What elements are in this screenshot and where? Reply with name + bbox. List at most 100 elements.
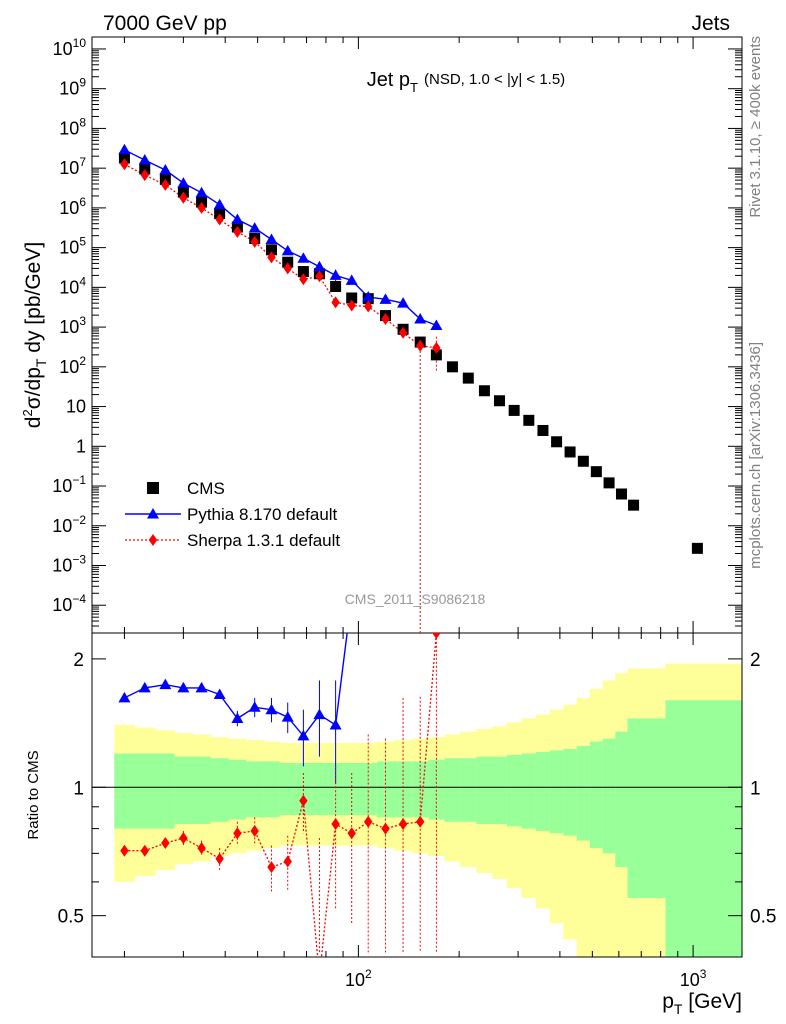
sherpa-point (250, 235, 259, 248)
band-1sigma-bin (174, 756, 194, 825)
pythia-ratio-point (177, 681, 190, 693)
y-tick-label: 1 (76, 436, 86, 456)
sherpa-ratio-point (161, 837, 170, 850)
header-energy-label: 7000 GeV pp (103, 12, 227, 35)
ratio-panel-series (118, 633, 441, 957)
sherpa-point (364, 300, 373, 313)
legend-entry-label: Sherpa 1.3.1 default (187, 531, 340, 550)
band-1sigma-bin (665, 700, 742, 957)
ratio-tick-label-right: 1 (750, 778, 761, 799)
legend-sherpa-marker (148, 534, 158, 546)
sherpa-point (179, 191, 188, 204)
sherpa-point (140, 169, 149, 182)
sherpa-point (299, 273, 308, 286)
sherpa-point (416, 339, 425, 352)
mcplots-label: mcplots.cern.ch [arXiv:1306.3436] (747, 342, 764, 569)
sherpa-ratio-point (215, 852, 224, 865)
sherpa-ratio-point (381, 822, 390, 835)
pythia-point (265, 233, 278, 245)
ratio-tick-label-right: 2 (750, 650, 761, 671)
band-1sigma-bin (549, 750, 564, 834)
cms-point (628, 499, 640, 511)
band-1sigma-bin (192, 756, 212, 825)
cms-point (430, 349, 442, 361)
cms-point (551, 436, 563, 448)
x-axis-ticks (123, 37, 694, 957)
cms-point (493, 395, 505, 407)
pythia-point (414, 312, 427, 324)
pythia-point (329, 269, 342, 280)
cms-point (590, 466, 602, 478)
band-1sigma-bin (563, 748, 578, 836)
x-axis-label: pT [GeV] (662, 990, 742, 1017)
sherpa-ratio-point (432, 633, 441, 639)
cms-point (330, 281, 342, 293)
sherpa-point (432, 341, 441, 354)
pythia-ratio-point (159, 678, 172, 690)
cms-point (603, 477, 615, 489)
ratio-tick-label-left: 2 (73, 650, 84, 671)
y-axis-ticks (92, 36, 742, 634)
band-1sigma-bin (576, 745, 591, 841)
band-1sigma-bin (460, 758, 477, 822)
pythia-point (362, 291, 375, 302)
sherpa-ratio-point (347, 827, 356, 840)
sherpa-ratio-point (283, 855, 292, 868)
band-1sigma-bin (394, 761, 413, 818)
y-tick-label: 10 (66, 397, 86, 417)
header-process-label: Jets (691, 12, 730, 35)
sherpa-ratio-point (140, 844, 149, 857)
cms-point (282, 256, 294, 268)
y-tick-label: 103 (59, 314, 86, 337)
pythia-ratio-point (248, 701, 261, 712)
band-1sigma-bin (359, 763, 378, 816)
pythia-ratio-point (195, 681, 208, 693)
band-1sigma-bin (491, 756, 508, 825)
band-1sigma-bin (210, 758, 230, 822)
band-1sigma-bin (114, 753, 136, 829)
cms-point (462, 372, 474, 384)
sherpa-point (120, 158, 129, 171)
band-1sigma-bin (476, 756, 493, 825)
legend: CMS Pythia 8.170 default Sherpa 1.3.1 defa… (125, 479, 340, 550)
pythia-point (138, 154, 151, 165)
legend-pythia-marker (147, 508, 159, 519)
band-1sigma-bin (327, 763, 345, 816)
y-tick-label: 107 (59, 155, 86, 178)
pythia-ratio-point (281, 711, 294, 722)
sherpa-ratio-point (398, 818, 408, 831)
y-tick-label: 10−1 (52, 473, 86, 496)
sherpa-ratio-point (197, 842, 206, 855)
legend-entry-label: CMS (187, 479, 225, 498)
cms-point (118, 152, 130, 164)
band-1sigma-bin (535, 751, 551, 831)
cms-point (139, 163, 151, 175)
pythia-point (397, 297, 410, 308)
pythia-point (379, 293, 392, 304)
band-1sigma-bin (627, 718, 667, 899)
band-1sigma-bin (376, 761, 395, 818)
sherpa-ratio-point (331, 818, 340, 831)
band-1sigma-bin (155, 753, 175, 829)
pythia-point (213, 198, 226, 210)
pythia-point (281, 244, 294, 256)
cms-point (523, 414, 535, 426)
cms-point (478, 385, 490, 397)
main-panel-series (118, 143, 703, 633)
band-1sigma-bin (521, 753, 537, 829)
pythia-point (313, 260, 326, 272)
cms-uncertainty-bands (114, 663, 742, 957)
chart-title: Jet pT (NSD, 1.0 < |y| < 1.5) (367, 69, 566, 95)
cms-point (537, 424, 549, 436)
cms-point (265, 244, 277, 256)
band-1sigma-bin (615, 731, 629, 868)
svg-text:Jet pT: Jet pT (367, 69, 418, 95)
sherpa-point (347, 299, 356, 312)
pythia-ratio-point (313, 708, 326, 720)
sherpa-ratio-point (299, 794, 308, 807)
band-1sigma-bin (228, 759, 247, 820)
ratio-tick-label-left: 1 (73, 778, 84, 799)
legend-cms-marker (147, 482, 159, 494)
y-tick-label: 102 (59, 354, 86, 377)
